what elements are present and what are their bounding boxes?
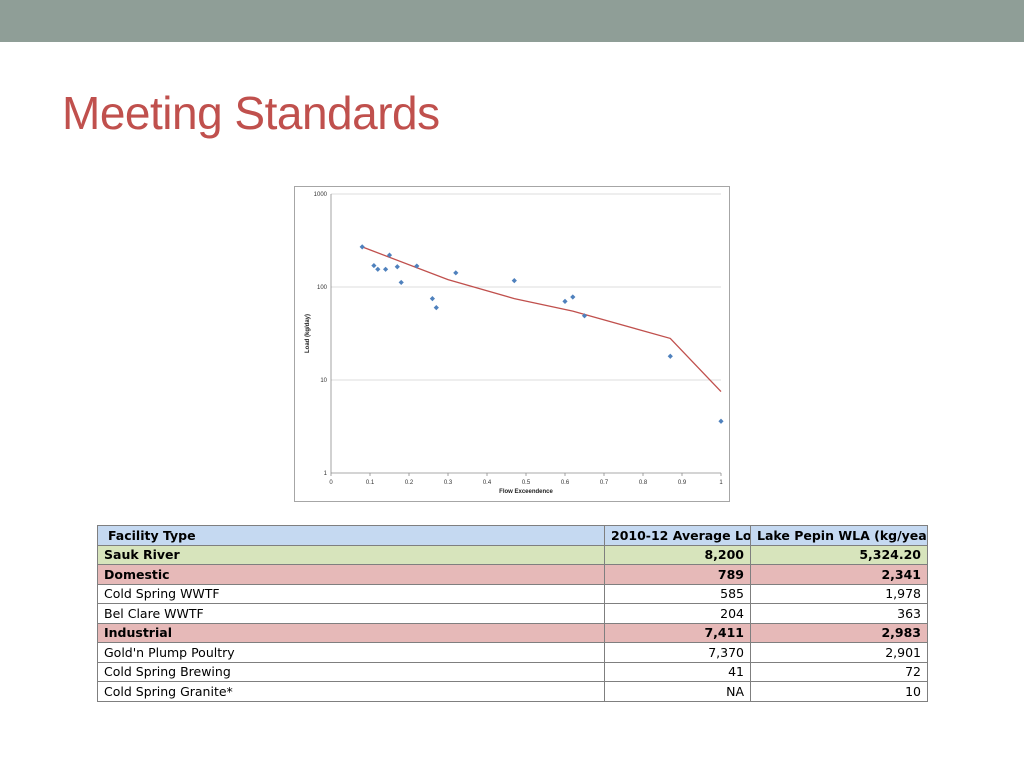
wla-cell: 2,341 bbox=[750, 564, 928, 585]
table-row: Cold Spring WWTF 585 1,978 bbox=[97, 583, 928, 604]
data-point-marker bbox=[359, 244, 365, 250]
data-point-marker bbox=[398, 279, 404, 286]
x-tick-label: 0.7 bbox=[600, 480, 609, 486]
x-tick-label: 0.3 bbox=[444, 480, 453, 486]
y-axis-title: Load (kg/day) bbox=[305, 314, 311, 353]
column-header-wla: Lake Pepin WLA (kg/year) bbox=[750, 525, 928, 546]
y-tick-label: 100 bbox=[317, 285, 328, 291]
data-point-marker bbox=[371, 262, 377, 269]
data-point-marker bbox=[511, 278, 517, 284]
average-load-cell: 7,370 bbox=[604, 642, 751, 663]
slide-title: Meeting Standards bbox=[62, 87, 440, 139]
x-tick-label: 0 bbox=[329, 480, 333, 486]
table-row: Sauk River 8,200 5,324.20 bbox=[97, 544, 928, 565]
table-row: Bel Clare WWTF 204 363 bbox=[97, 603, 928, 624]
average-load-cell: 7,411 bbox=[604, 622, 751, 643]
facility-name-cell: Domestic bbox=[97, 564, 605, 585]
wla-cell: 1,978 bbox=[750, 583, 928, 604]
wla-cell: 72 bbox=[750, 661, 928, 682]
data-point-marker bbox=[433, 305, 439, 311]
x-tick-label: 0.8 bbox=[639, 480, 648, 486]
column-header-facility-type: Facility Type bbox=[97, 525, 605, 546]
x-tick-label: 0.2 bbox=[405, 480, 414, 486]
chart-svg: 1 10 100 1000 0 0.1 0.2 0.3 0.4 0.5 0.6 0.7 0.8 0.9 1 F… bbox=[305, 192, 724, 495]
average-load-cell: NA bbox=[604, 681, 751, 702]
data-point-marker bbox=[394, 264, 400, 270]
x-tick-label: 0.5 bbox=[522, 480, 531, 486]
wla-cell: 5,324.20 bbox=[750, 544, 928, 565]
x-tick-label: 1 bbox=[719, 480, 723, 486]
wla-curve-line bbox=[361, 246, 722, 393]
data-point-marker bbox=[453, 270, 459, 276]
data-point-marker bbox=[718, 418, 724, 424]
wla-cell: 2,901 bbox=[750, 642, 928, 663]
facility-name-cell: Cold Spring Brewing bbox=[97, 661, 605, 682]
facility-name-cell: Gold'n Plump Poultry bbox=[97, 642, 605, 663]
table-row: Industrial 7,411 2,983 bbox=[97, 622, 928, 643]
data-point-marker bbox=[581, 313, 588, 319]
x-tick-label: 0.4 bbox=[483, 480, 492, 486]
data-point-marker bbox=[429, 296, 435, 302]
y-tick-label: 1 bbox=[324, 471, 328, 477]
wla-cell: 2,983 bbox=[750, 622, 928, 643]
average-load-cell: 204 bbox=[604, 603, 751, 624]
x-axis-title: Flow Exceendence bbox=[499, 489, 553, 495]
data-point-marker bbox=[386, 252, 393, 258]
table-row: Cold Spring Granite* NA 10 bbox=[97, 681, 928, 702]
table-row: Domestic 789 2,341 bbox=[97, 564, 928, 585]
facility-name-cell: Cold Spring Granite* bbox=[97, 681, 605, 702]
table-row: Cold Spring Brewing 41 72 bbox=[97, 661, 928, 682]
facility-load-table: Facility Type 2010-12 Average Load Lake … bbox=[97, 525, 928, 702]
table-header-row: Facility Type 2010-12 Average Load Lake … bbox=[97, 525, 928, 546]
facility-name-cell: Sauk River bbox=[97, 544, 605, 565]
column-header-average-load: 2010-12 Average Load bbox=[604, 525, 751, 546]
data-point-marker bbox=[383, 266, 389, 272]
x-tick-label: 0.6 bbox=[561, 480, 570, 486]
facility-name-cell: Bel Clare WWTF bbox=[97, 603, 605, 624]
x-tick-label: 0.9 bbox=[678, 480, 687, 486]
data-point-marker bbox=[570, 294, 576, 300]
table-row: Gold'n Plump Poultry 7,370 2,901 bbox=[97, 642, 928, 663]
data-point-marker bbox=[667, 353, 673, 359]
data-point-marker bbox=[562, 298, 568, 305]
average-load-cell: 585 bbox=[604, 583, 751, 604]
wla-cell: 10 bbox=[750, 681, 928, 702]
average-load-cell: 789 bbox=[604, 564, 751, 585]
facility-name-cell: Cold Spring WWTF bbox=[97, 583, 605, 604]
average-load-cell: 8,200 bbox=[604, 544, 751, 565]
top-banner bbox=[0, 0, 1024, 42]
y-tick-label: 1000 bbox=[314, 192, 328, 198]
wla-cell: 363 bbox=[750, 603, 928, 624]
x-tick-label: 0.1 bbox=[366, 480, 375, 486]
data-point-marker bbox=[375, 266, 381, 272]
average-load-cell: 41 bbox=[604, 661, 751, 682]
facility-name-cell: Industrial bbox=[97, 622, 605, 643]
load-duration-chart: 1 10 100 1000 0 0.1 0.2 0.3 0.4 0.5 0.6 0.7 0.8 0.9 1 F… bbox=[294, 186, 730, 502]
y-tick-label: 10 bbox=[320, 378, 327, 384]
